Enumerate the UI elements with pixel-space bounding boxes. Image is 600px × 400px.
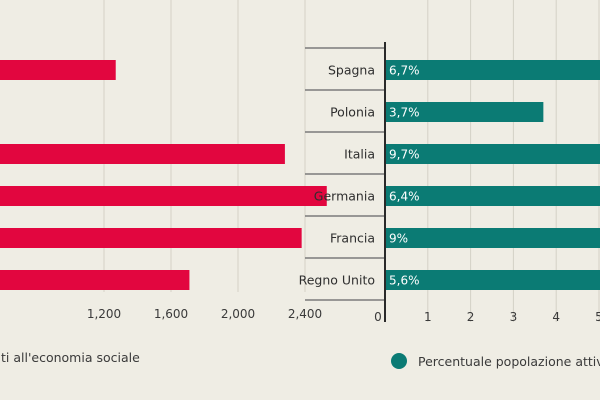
right-bar-value-label: 9,7% [389, 148, 420, 162]
right-bar-spagna [385, 60, 600, 80]
right-bar-germania [385, 186, 600, 206]
right-x-tick-label: 5 [595, 310, 600, 324]
left-bar-francia [0, 228, 302, 248]
left-x-tick-label: 2,000 [221, 307, 255, 321]
right-category-label: Polonia [330, 105, 375, 120]
right-bar-value-label: 3,7% [389, 106, 420, 120]
right-x-tick-label: 4 [552, 310, 560, 324]
right-bar-regno-unito [385, 270, 600, 290]
right-bar-polonia [385, 102, 544, 122]
left-x-tick-label: 2,400 [288, 307, 322, 321]
right-bar-value-label: 6,4% [389, 190, 420, 204]
right-bar-francia [385, 228, 600, 248]
right-category-label: Germania [314, 189, 375, 204]
right-bar-value-label: 6,7% [389, 64, 420, 78]
right-bar-value-label: 5,6% [389, 274, 420, 288]
right-legend-label: Percentuale popolazione attiva n [418, 354, 600, 369]
left-bar-spagna [0, 60, 116, 80]
left-bar-germania [0, 186, 327, 206]
right-legend-marker [391, 353, 407, 369]
right-bar-value-label: 9% [389, 232, 408, 246]
left-x-tick-label: 1,200 [87, 307, 121, 321]
left-legend-label: ti all'economia sociale [1, 350, 140, 365]
right-category-label: Regno Unito [299, 273, 375, 288]
right-category-label: Francia [330, 231, 375, 246]
right-x-tick-label: 2 [467, 310, 475, 324]
right-x-tick-label: 3 [510, 310, 518, 324]
right-bar-italia [385, 144, 600, 164]
right-category-label: Spagna [328, 63, 375, 78]
left-x-tick-label: 1,600 [154, 307, 188, 321]
left-bar-italia [0, 144, 285, 164]
right-x-tick-label: 0 [374, 310, 382, 324]
left-bar-regno-unito [0, 270, 190, 290]
right-x-tick-label: 1 [424, 310, 432, 324]
right-category-label: Italia [344, 147, 375, 162]
